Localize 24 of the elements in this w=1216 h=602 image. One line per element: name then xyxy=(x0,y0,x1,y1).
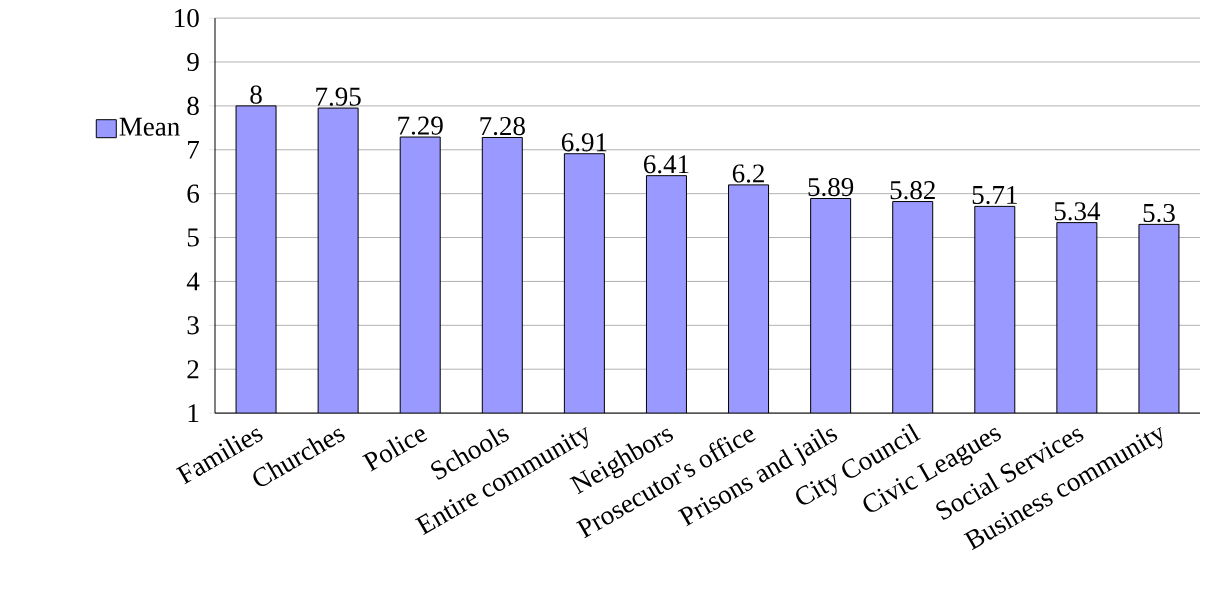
data-label: 6.91 xyxy=(561,133,607,152)
data-label: 8 xyxy=(250,85,262,104)
y-tick-label: 6 xyxy=(187,184,200,203)
y-tick-label: 10 xyxy=(175,8,199,28)
x-tick-label: Police xyxy=(362,429,428,472)
y-tick-label: 5 xyxy=(187,228,199,247)
data-label: 5.3 xyxy=(1143,203,1175,223)
data-label: 5.71 xyxy=(972,185,1017,205)
data-label: 6.41 xyxy=(644,155,689,174)
y-tick-label: 9 xyxy=(187,52,199,72)
data-label: 5.34 xyxy=(1054,202,1101,221)
data-label: 7.28 xyxy=(480,116,525,136)
data-label: 5.82 xyxy=(890,180,935,200)
data-label: 6.2 xyxy=(732,164,764,183)
y-tick-label: 8 xyxy=(187,96,199,115)
y-tick-label: 1 xyxy=(188,404,199,422)
y-tick-label: 7 xyxy=(188,140,200,159)
data-label: 7.95 xyxy=(316,87,361,106)
data-label: 5.89 xyxy=(808,177,854,197)
y-tick-label: 2 xyxy=(187,360,199,379)
y-tick-label: 4 xyxy=(186,272,200,291)
data-label: 7.29 xyxy=(398,116,443,135)
y-tick-label: 3 xyxy=(187,316,199,335)
legend-label: Mean xyxy=(119,117,180,136)
